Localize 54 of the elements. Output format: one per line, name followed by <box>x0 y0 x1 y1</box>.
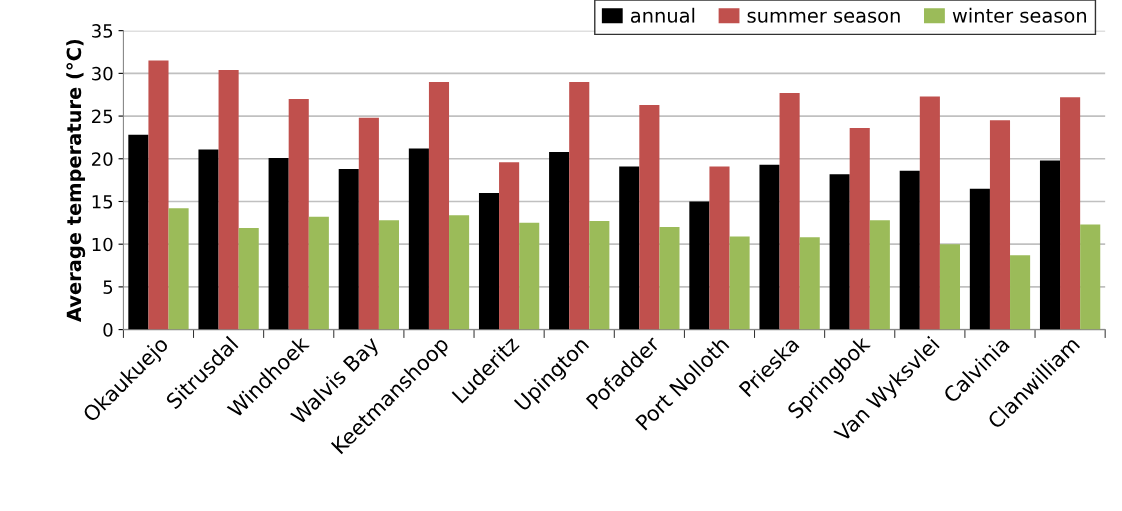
y-tick-label: 0 <box>103 323 113 337</box>
bar <box>1060 97 1081 330</box>
bar <box>849 128 870 330</box>
bar <box>499 162 520 330</box>
bar <box>358 117 379 330</box>
bar <box>408 148 429 330</box>
y-axis-title: Average temperature (°C) <box>66 39 86 322</box>
bar <box>939 244 961 330</box>
bar <box>519 222 540 330</box>
bar <box>478 192 500 330</box>
bar <box>218 69 239 330</box>
bar <box>1010 255 1031 330</box>
bar <box>829 174 850 330</box>
bar <box>549 151 570 330</box>
bar <box>268 157 289 330</box>
bar <box>899 170 920 330</box>
bar <box>709 166 730 330</box>
legend-label: winter season <box>952 7 1087 23</box>
bar <box>619 166 640 330</box>
bar <box>238 227 259 330</box>
y-tick-label: 10 <box>92 237 113 252</box>
bar <box>639 104 660 330</box>
bar <box>779 93 800 330</box>
bar <box>869 220 890 330</box>
bar <box>689 201 710 330</box>
bar <box>308 216 329 330</box>
bar <box>659 227 680 330</box>
bar <box>729 236 750 330</box>
bar <box>989 120 1011 330</box>
y-tick-label: 5 <box>103 280 113 295</box>
bar <box>1080 224 1101 330</box>
bar <box>1039 160 1061 330</box>
bar <box>378 220 400 330</box>
bar <box>969 188 990 330</box>
bar <box>198 149 219 330</box>
y-tick-label: 15 <box>92 195 113 209</box>
y-tick-label: 30 <box>92 66 113 81</box>
y-tick-label: 35 <box>92 24 113 38</box>
y-tick-label: 20 <box>92 152 113 166</box>
bar <box>589 221 610 330</box>
legend-label: summer season <box>747 11 900 23</box>
bar <box>428 81 450 330</box>
bar <box>288 98 309 330</box>
legend-label: annual <box>630 7 695 23</box>
bar <box>449 215 470 330</box>
bar <box>168 208 189 330</box>
bar <box>759 164 780 330</box>
bar <box>799 237 820 330</box>
bar <box>148 60 169 330</box>
bar <box>569 81 590 330</box>
bar <box>338 169 359 330</box>
bar <box>128 134 149 330</box>
y-tick-label: 25 <box>92 109 113 124</box>
bar <box>919 96 940 330</box>
